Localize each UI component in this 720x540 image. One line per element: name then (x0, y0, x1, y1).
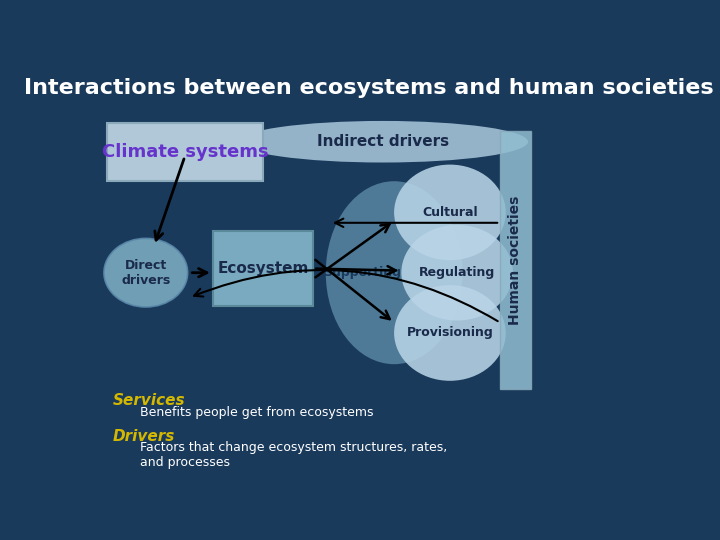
Text: Supporting: Supporting (323, 266, 401, 279)
Ellipse shape (325, 181, 462, 364)
Text: Regulating: Regulating (419, 266, 495, 279)
Text: Drivers: Drivers (112, 429, 175, 444)
FancyBboxPatch shape (107, 123, 263, 181)
Ellipse shape (394, 165, 505, 260)
Text: Cultural: Cultural (422, 206, 478, 219)
Text: Climate systems: Climate systems (102, 143, 268, 161)
Text: Human societies: Human societies (508, 195, 523, 325)
Text: Indirect drivers: Indirect drivers (317, 134, 449, 149)
Text: Ecosystem: Ecosystem (217, 261, 309, 276)
Ellipse shape (104, 238, 188, 307)
Text: Benefits people get from ecosystems: Benefits people get from ecosystems (140, 406, 374, 419)
Ellipse shape (238, 121, 528, 163)
Text: Services: Services (112, 393, 185, 408)
Bar (500, 131, 531, 389)
Text: Factors that change ecosystem structures, rates,
and processes: Factors that change ecosystem structures… (140, 441, 447, 469)
Text: Interactions between ecosystems and human societies: Interactions between ecosystems and huma… (24, 78, 714, 98)
FancyBboxPatch shape (213, 231, 313, 306)
Text: Provisioning: Provisioning (407, 327, 493, 340)
Ellipse shape (394, 285, 505, 381)
Ellipse shape (401, 225, 513, 321)
Text: Direct
drivers: Direct drivers (121, 259, 171, 287)
